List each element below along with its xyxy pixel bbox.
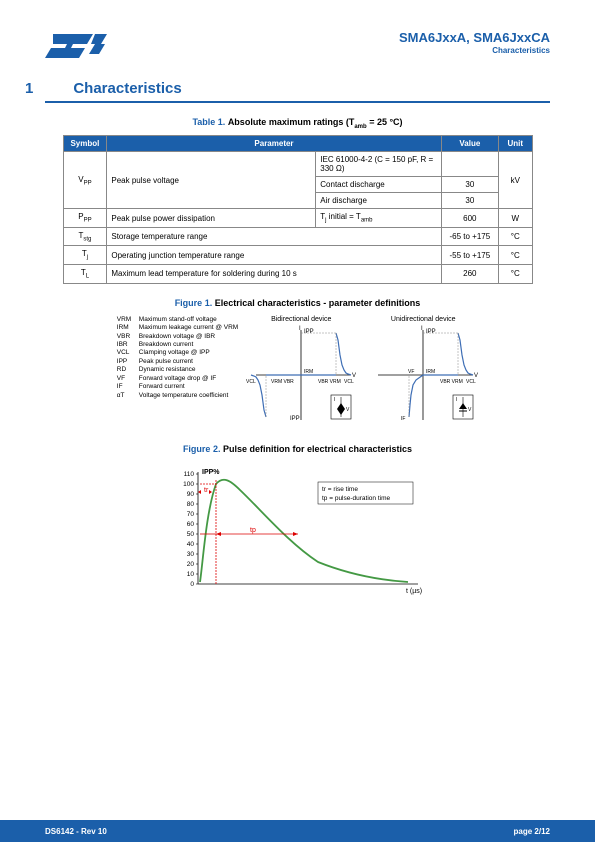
legend-row: VBRBreakdown voltage @ IBR [117, 333, 238, 341]
legend-row: αTVoltage temperature coefficient [117, 392, 238, 400]
table-row: TL Maximum lead temperature for solderin… [63, 265, 532, 284]
divider [45, 101, 550, 103]
svg-text:20: 20 [186, 561, 194, 568]
unidirectional-graph: IPP IRM VF VBR VRM VCL IF V I V I [368, 325, 478, 425]
svg-text:VRM VBR: VRM VBR [271, 379, 294, 385]
ratings-table: Symbol Parameter Value Unit VPP Peak pul… [63, 135, 533, 283]
legend-row: IFForward current [117, 383, 238, 391]
legend-row: IBRBreakdown current [117, 341, 238, 349]
table-row: Tstg Storage temperature range -65 to +1… [63, 227, 532, 246]
svg-text:tp: tp [250, 527, 256, 534]
svg-text:tp = pulse-duration time: tp = pulse-duration time [322, 495, 390, 502]
bidirectional-graph: IPP IRM VBR VRM VCL VCL VRM VBR IPP V I … [246, 325, 356, 425]
figure1-caption: Figure 1. Electrical characteristics - p… [0, 298, 595, 308]
svg-text:VCL: VCL [246, 379, 256, 385]
svg-text:90: 90 [186, 491, 194, 498]
svg-text:V: V [474, 373, 478, 379]
svg-text:VF: VF [408, 369, 414, 375]
header-subtitle: Characteristics [399, 46, 550, 55]
svg-text:IPP: IPP [304, 329, 314, 335]
legend-row: RDDynamic resistance [117, 366, 238, 374]
svg-text:I: I [456, 397, 457, 403]
svg-text:110: 110 [183, 471, 194, 478]
footer: DS6142 - Rev 10 page 2/12 [0, 820, 595, 842]
legend-row: IPPPeak pulse current [117, 358, 238, 366]
svg-text:VBR VRM: VBR VRM [318, 379, 341, 385]
svg-text:70: 70 [186, 511, 194, 518]
svg-text:IF: IF [401, 416, 405, 422]
svg-text:60: 60 [186, 521, 194, 528]
table-row: PPP Peak pulse power dissipation Tj init… [63, 209, 532, 228]
legend-row: VCLClamping voltage @ IPP [117, 349, 238, 357]
svg-text:10: 10 [186, 571, 194, 578]
svg-text:IRM: IRM [426, 369, 435, 375]
svg-text:80: 80 [186, 501, 194, 508]
footer-right: page 2/12 [514, 827, 550, 836]
section-title: Characteristics [73, 80, 181, 97]
svg-text:tr: tr [204, 487, 209, 494]
svg-text:50: 50 [186, 531, 194, 538]
svg-text:30: 30 [186, 551, 194, 558]
svg-text:0: 0 [190, 581, 194, 588]
footer-left: DS6142 - Rev 10 [45, 827, 107, 836]
svg-text:IPP: IPP [290, 416, 300, 422]
svg-text:t (µs): t (µs) [406, 588, 422, 595]
svg-text:I: I [334, 397, 335, 403]
svg-text:VCL: VCL [466, 379, 476, 385]
legend-row: VRMMaximum stand-off voltage [117, 316, 238, 324]
figure2-caption: Figure 2. Pulse definition for electrica… [0, 444, 595, 454]
figure2: 1101009080706050403020100 IPP% t (µs) tr… [0, 462, 595, 602]
legend-row: IRMMaximum leakage current @ VRM [117, 324, 238, 332]
section-number: 1 [25, 80, 33, 97]
legend-row: VFForward voltage drop @ IF [117, 375, 238, 383]
table-row: Tj Operating junction temperature range … [63, 246, 532, 265]
svg-text:IPP: IPP [426, 329, 436, 335]
svg-text:40: 40 [186, 541, 194, 548]
figure1: VRMMaximum stand-off voltageIRMMaximum l… [0, 316, 595, 430]
svg-text:IPP%: IPP% [202, 469, 220, 476]
st-logo [45, 30, 107, 62]
svg-text:V: V [352, 373, 356, 379]
table-row: VPP Peak pulse voltage IEC 61000-4-2 (C … [63, 152, 532, 177]
svg-text:IRM: IRM [304, 369, 313, 375]
product-title: SMA6JxxA, SMA6JxxCA [399, 30, 550, 45]
svg-text:VBR VRM: VBR VRM [440, 379, 463, 385]
svg-text:VCL: VCL [344, 379, 354, 385]
svg-text:100: 100 [183, 481, 194, 488]
svg-text:tr = rise time: tr = rise time [322, 486, 358, 493]
table1-caption: Table 1. Absolute maximum ratings (Tamb … [0, 117, 595, 130]
